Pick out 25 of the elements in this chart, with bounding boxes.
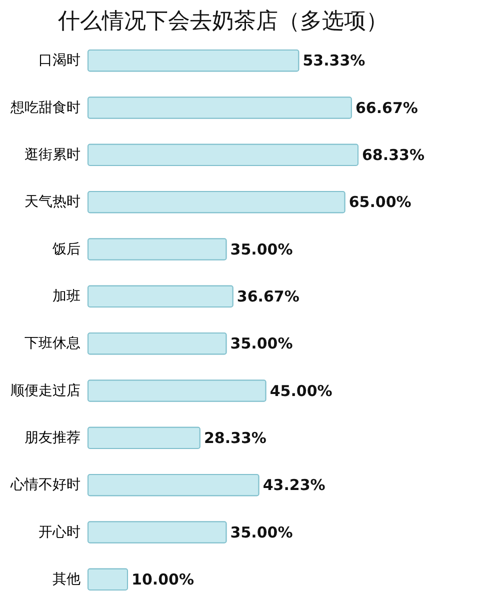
data-label: 28.33% [204, 428, 266, 447]
y-tick-label: 开心时 [38, 524, 80, 540]
y-tick-label: 饭后 [52, 241, 80, 258]
data-label: 36.67% [236, 287, 300, 306]
y-tick-label: 天气热时 [24, 194, 80, 210]
y-tick-label: 加班 [52, 288, 80, 304]
data-label: 53.33% [302, 52, 366, 70]
y-tick-label: 下班休息 [24, 336, 80, 352]
data-label: 66.67% [355, 98, 418, 117]
chart-title: 什么情况下会去奶茶店（多选项） [57, 9, 388, 34]
data-label: 35.00% [230, 240, 293, 258]
data-label: 43.23% [262, 476, 326, 494]
data-label: 35.00% [230, 523, 293, 542]
data-label: 35.00% [230, 334, 293, 353]
y-tick-label: 逛街累时 [24, 146, 80, 163]
data-label: 10.00% [132, 570, 194, 588]
data-label: 65.00% [348, 193, 412, 212]
y-tick-label: 想吃甜食时 [10, 100, 80, 116]
y-tick-label: 口渴时 [38, 52, 80, 69]
data-label: 68.33% [362, 146, 424, 164]
data-label: 45.00% [270, 382, 332, 400]
y-tick-label: 其他 [52, 571, 80, 588]
y-tick-label: 顺便走过店 [10, 382, 80, 399]
y-tick-label: 心情不好时 [10, 477, 80, 494]
y-tick-label: 朋友推荐 [24, 430, 80, 446]
